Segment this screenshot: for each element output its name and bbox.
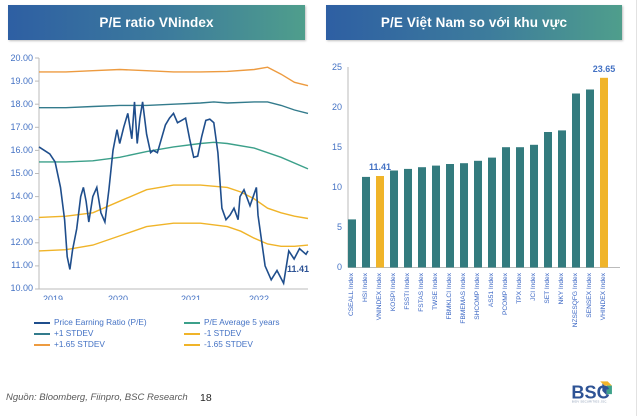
svg-text:10.00: 10.00 <box>10 283 33 293</box>
svg-text:19.00: 19.00 <box>10 76 33 86</box>
svg-text:14.00: 14.00 <box>10 191 33 201</box>
svg-text:0: 0 <box>337 262 342 272</box>
svg-text:TPX Index: TPX Index <box>516 272 523 303</box>
svg-text:11.41: 11.41 <box>287 264 309 274</box>
svg-text:13.00: 13.00 <box>10 214 33 224</box>
svg-text:VHINDEX Index: VHINDEX Index <box>600 272 607 320</box>
svg-text:2019: 2019 <box>43 294 63 300</box>
svg-text:15: 15 <box>332 142 342 152</box>
svg-text:FBMEMAS Index: FBMEMAS Index <box>460 272 467 323</box>
svg-text:SET Index: SET Index <box>544 272 551 303</box>
svg-text:11.41: 11.41 <box>369 162 391 172</box>
svg-text:CSEALL Index: CSEALL Index <box>348 272 355 316</box>
svg-text:FBMKLCI Index: FBMKLCI Index <box>446 272 453 319</box>
svg-text:5: 5 <box>337 222 342 232</box>
svg-text:VNINDEX Index: VNINDEX Index <box>376 272 383 320</box>
svg-text:JCI Index: JCI Index <box>530 272 537 301</box>
svg-text:FSSTI Index: FSSTI Index <box>404 272 411 309</box>
svg-text:AS51 Index: AS51 Index <box>488 272 495 307</box>
svg-text:2021: 2021 <box>181 294 201 300</box>
svg-text:12.00: 12.00 <box>10 237 33 247</box>
svg-text:TWSE Index: TWSE Index <box>432 272 439 310</box>
svg-text:15.00: 15.00 <box>10 168 33 178</box>
svg-text:23.65: 23.65 <box>593 64 616 74</box>
svg-text:FSTAS Index: FSTAS Index <box>418 272 425 311</box>
svg-text:2022: 2022 <box>249 294 269 300</box>
svg-text:SENSEX Index: SENSEX Index <box>586 272 593 317</box>
svg-text:11.00: 11.00 <box>11 260 33 270</box>
svg-text:16.00: 16.00 <box>10 145 33 155</box>
svg-text:20: 20 <box>332 102 342 112</box>
svg-text:BIDV SECURITIES JSC.: BIDV SECURITIES JSC. <box>572 400 608 404</box>
svg-text:NZSESQFG Index: NZSESQFG Index <box>572 272 579 327</box>
svg-text:NKY Index: NKY Index <box>558 272 565 304</box>
svg-text:10: 10 <box>332 182 342 192</box>
svg-text:HSI Index: HSI Index <box>362 272 369 302</box>
svg-text:25: 25 <box>332 62 342 72</box>
svg-text:20.00: 20.00 <box>10 53 33 63</box>
svg-text:2020: 2020 <box>108 294 128 300</box>
svg-text:17.00: 17.00 <box>10 122 33 132</box>
svg-text:SHCOMP Index: SHCOMP Index <box>474 272 481 319</box>
svg-text:KOSPI Index: KOSPI Index <box>390 272 397 311</box>
svg-text:PCOMP Index: PCOMP Index <box>502 272 509 315</box>
svg-text:18.00: 18.00 <box>10 99 33 109</box>
